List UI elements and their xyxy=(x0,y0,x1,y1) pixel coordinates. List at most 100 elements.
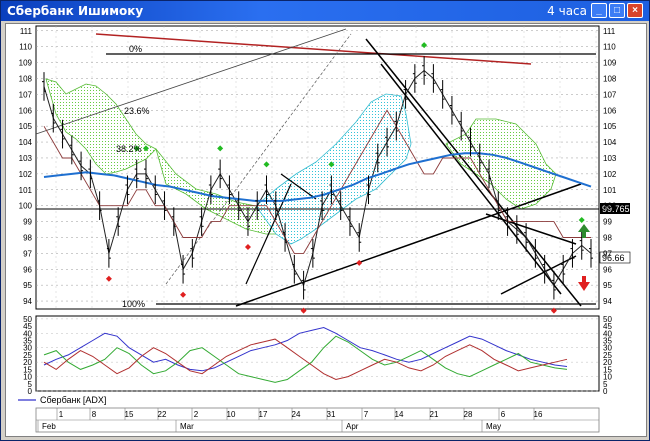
x-day-label: 16 xyxy=(534,410,543,419)
main-y-tick-left: 104 xyxy=(19,138,33,147)
fractal-up-marker xyxy=(217,145,224,152)
main-y-tick-right: 102 xyxy=(603,170,617,179)
fractal-up-marker xyxy=(133,145,140,152)
adx-y-tick-right: 35 xyxy=(603,337,612,346)
main-y-tick-right: 103 xyxy=(603,154,617,163)
downtrend-line-2 xyxy=(380,63,562,295)
x-month-label: Feb xyxy=(42,422,56,431)
channel-upper-line xyxy=(35,28,347,135)
main-y-tick-right: 99 xyxy=(603,218,612,227)
x-day-label: 31 xyxy=(327,410,336,419)
adx-y-tick-right: 10 xyxy=(603,373,612,382)
resistance-red-line xyxy=(95,33,532,65)
main-y-tick-right: 111 xyxy=(603,27,616,36)
main-y-tick-right: 109 xyxy=(603,59,617,68)
main-y-tick-right: 95 xyxy=(603,281,612,290)
main-y-tick-right: 97 xyxy=(603,249,612,258)
x-day-label: 8 xyxy=(92,410,97,419)
fractal-down-marker xyxy=(180,291,187,298)
main-y-tick-left: 105 xyxy=(19,122,33,131)
moving-average-line xyxy=(43,152,592,202)
adx-y-tick-right: 40 xyxy=(603,329,612,338)
main-series xyxy=(43,69,592,287)
adx-y-tick-left: 5 xyxy=(28,380,33,389)
current-price-value: 99.7651 xyxy=(602,204,635,214)
x-day-label: 21 xyxy=(430,410,439,419)
x-month-label: Apr xyxy=(346,422,359,431)
adx-y-tick-left: 50 xyxy=(23,315,32,324)
adx-y-tick-left: 10 xyxy=(23,373,32,382)
adx-y-tick-right: 5 xyxy=(603,380,608,389)
main-y-tick-left: 111 xyxy=(20,27,33,36)
chart-panel: 0% 23.6% 38.2% 100% 99.7651 96.66 94 95 96… xyxy=(5,23,647,437)
main-y-tick-left: 97 xyxy=(23,249,32,258)
main-y-tick-left: 109 xyxy=(19,59,33,68)
main-y-axis-left: 94 95 96 97 98 99 100 101 102 103 104 105 106 107 108 1… xyxy=(19,27,33,306)
fractal-up-marker xyxy=(263,161,270,168)
title-bar[interactable]: Сбербанк Ишимоку 4 часа _ □ × xyxy=(1,1,649,21)
fractal-up-marker xyxy=(142,145,149,152)
x-month-label: May xyxy=(486,422,501,431)
x-day-label: 1 xyxy=(59,410,64,419)
main-y-axis-right: 94 95 96 97 98 99 100 101 102 103 104 105 106 107 108 1… xyxy=(603,27,617,306)
main-y-tick-left: 102 xyxy=(19,170,33,179)
fractal-up-marker xyxy=(421,42,428,49)
adx-y-tick-right: 25 xyxy=(603,351,612,360)
adx-y-tick-right: 15 xyxy=(603,365,612,374)
main-y-tick-right: 106 xyxy=(603,106,617,115)
adx-legend-label: Сбербанк [ADX] xyxy=(40,395,106,405)
fractal-down-marker xyxy=(300,307,307,314)
main-y-tick-left: 107 xyxy=(19,90,33,99)
x-day-label: 22 xyxy=(158,410,167,419)
x-day-label: 15 xyxy=(125,410,134,419)
cloud-bearish xyxy=(255,93,412,245)
timeframe-label: 4 часа xyxy=(547,4,587,18)
fractal-down-marker xyxy=(550,307,557,314)
fractal-up-marker xyxy=(328,161,335,168)
main-y-tick-right: 100 xyxy=(603,202,617,211)
adx-y-tick-left: 0 xyxy=(28,387,33,396)
adx-y-tick-right: 20 xyxy=(603,358,612,367)
x-day-label: 10 xyxy=(227,410,236,419)
x-day-label: 24 xyxy=(292,410,301,419)
adx-y-tick-right: 0 xyxy=(603,387,608,396)
fib-label-382: 38.2% xyxy=(116,144,142,154)
fractal-up-marker xyxy=(578,216,585,223)
adx-di-plus-line xyxy=(43,335,568,383)
main-y-tick-left: 98 xyxy=(23,233,32,242)
fib-label-100: 100% xyxy=(122,299,145,309)
window-title: Сбербанк Ишимоку xyxy=(7,4,144,18)
x-day-label: 14 xyxy=(395,410,404,419)
main-y-tick-right: 110 xyxy=(603,43,616,52)
x-day-label: 6 xyxy=(501,410,506,419)
maximize-button[interactable]: □ xyxy=(609,3,625,18)
price-bars xyxy=(42,56,593,300)
main-y-tick-right: 94 xyxy=(603,297,612,306)
main-y-tick-left: 95 xyxy=(23,281,32,290)
chart-svg[interactable]: 0% 23.6% 38.2% 100% 99.7651 96.66 94 95 96… xyxy=(6,24,646,436)
main-y-tick-right: 98 xyxy=(603,233,612,242)
close-button[interactable]: × xyxy=(627,3,643,18)
minimize-button[interactable]: _ xyxy=(591,3,607,18)
adx-di-minus-line xyxy=(43,338,568,381)
adx-adx-line xyxy=(43,326,568,372)
main-y-tick-left: 108 xyxy=(19,74,33,83)
chikou-line xyxy=(43,109,591,254)
main-y-tick-left: 100 xyxy=(19,202,33,211)
adx-y-tick-right: 30 xyxy=(603,344,612,353)
main-y-tick-left: 101 xyxy=(19,186,33,195)
fib-label-0: 0% xyxy=(129,44,142,54)
main-y-tick-right: 107 xyxy=(603,90,617,99)
x-day-label: 7 xyxy=(364,410,369,419)
fib-label-236: 23.6% xyxy=(124,106,150,116)
fractal-down-marker xyxy=(105,275,112,282)
adx-series xyxy=(43,326,568,383)
adx-y-tick-left: 30 xyxy=(23,344,32,353)
adx-y-tick-left: 25 xyxy=(23,351,32,360)
uptrend-line xyxy=(235,183,582,307)
flag-line xyxy=(280,173,317,200)
x-day-label: 2 xyxy=(194,410,199,419)
fractal-down-marker xyxy=(356,259,363,266)
